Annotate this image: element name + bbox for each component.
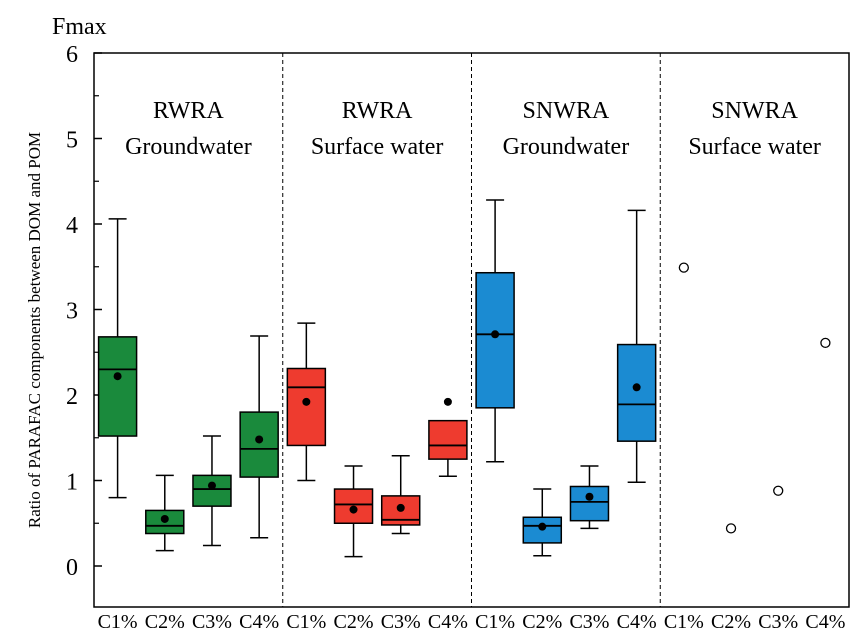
box-C1 <box>475 199 515 463</box>
x-tick-label: C3% <box>758 611 798 633</box>
box-C2 <box>522 488 563 557</box>
y-axis: 0 1 2 3 4 5 6 <box>66 42 102 581</box>
mean-point <box>302 397 311 406</box>
iqr-box <box>428 419 468 460</box>
panel-4: SNWRA Surface water <box>659 53 831 607</box>
iqr-box <box>522 516 563 544</box>
unit-label: Fmax <box>52 14 107 40</box>
panel-title-line1: RWRA <box>153 98 224 124</box>
mean-point <box>491 330 500 339</box>
iqr-box <box>286 367 327 447</box>
iqr-box <box>569 485 610 522</box>
iqr-box <box>616 343 657 442</box>
iqr-box <box>97 336 138 437</box>
box-C3 <box>380 454 421 535</box>
x-tick-label: C3% <box>381 611 421 633</box>
mean-point <box>443 397 452 406</box>
mean-point <box>632 383 641 392</box>
panel-title-line2: Surface water <box>688 134 821 160</box>
box-C4 <box>428 397 468 477</box>
x-tick-label: C1% <box>664 611 704 633</box>
x-tick-label: C4% <box>805 611 845 633</box>
data-point-C1 <box>678 262 689 273</box>
iqr-box <box>239 411 279 478</box>
x-tick-label: C2% <box>145 611 185 633</box>
box-C4 <box>239 335 279 539</box>
x-tick-label: C4% <box>239 611 279 633</box>
y-tick-label: 6 <box>66 42 78 68</box>
box-C3 <box>192 435 232 547</box>
mean-point <box>349 505 358 514</box>
mean-point <box>160 514 169 523</box>
mean-point <box>396 503 405 512</box>
panel-3: SNWRA Groundwater <box>471 53 657 607</box>
box-C3 <box>569 465 610 530</box>
panels: RWRA Groundwater RWRA Surface water SNWRA Gro… <box>97 53 831 607</box>
box-C1 <box>286 322 327 482</box>
panel-title-line2: Surface water <box>311 134 444 160</box>
mean-point <box>255 435 264 444</box>
y-tick-label: 5 <box>66 128 78 154</box>
panel-title-line1: RWRA <box>342 98 413 124</box>
x-tick-label: C4% <box>617 611 657 633</box>
x-tick-label: C2% <box>334 611 374 633</box>
panel-1: RWRA Groundwater <box>97 98 279 552</box>
y-tick-label: 3 <box>66 299 78 325</box>
x-tick-label: C2% <box>522 611 562 633</box>
iqr-box <box>475 271 515 409</box>
y-tick-label: 0 <box>66 555 78 581</box>
y-tick-label: 4 <box>66 213 78 239</box>
data-point-C4 <box>820 337 831 348</box>
panel-title-line2: Groundwater <box>125 134 252 160</box>
iqr-box <box>192 474 232 507</box>
box-C2 <box>333 465 374 558</box>
x-tick-label: C3% <box>192 611 232 633</box>
x-tick-label: C4% <box>428 611 468 633</box>
data-point-C3 <box>773 485 784 496</box>
panel-title-line1: SNWRA <box>523 98 610 124</box>
mean-point <box>538 522 547 531</box>
x-tick-label: C1% <box>98 611 138 633</box>
y-tick-label: 1 <box>66 470 78 496</box>
mean-point <box>585 492 594 501</box>
box-C1 <box>97 218 138 499</box>
x-axis: C1% C2% C3% C4% C1% C2% C3% C4% C1% C2% C3% C4% C1% C… <box>98 611 846 633</box>
x-tick-label: C2% <box>711 611 751 633</box>
y-axis-label: Ratio of PARAFAC components between DOM … <box>25 132 44 528</box>
x-tick-label: C1% <box>286 611 326 633</box>
panel-title-line2: Groundwater <box>503 134 630 160</box>
x-tick-label: C3% <box>569 611 609 633</box>
x-tick-label: C1% <box>475 611 515 633</box>
mean-point <box>113 372 122 381</box>
mean-point <box>207 481 216 490</box>
panel-2: RWRA Surface water <box>282 53 468 607</box>
y-tick-label: 2 <box>66 384 78 410</box>
data-point-C2 <box>725 523 737 534</box>
box-C2 <box>145 474 185 552</box>
box-C4 <box>616 209 657 483</box>
panel-title-line1: SNWRA <box>711 98 798 124</box>
